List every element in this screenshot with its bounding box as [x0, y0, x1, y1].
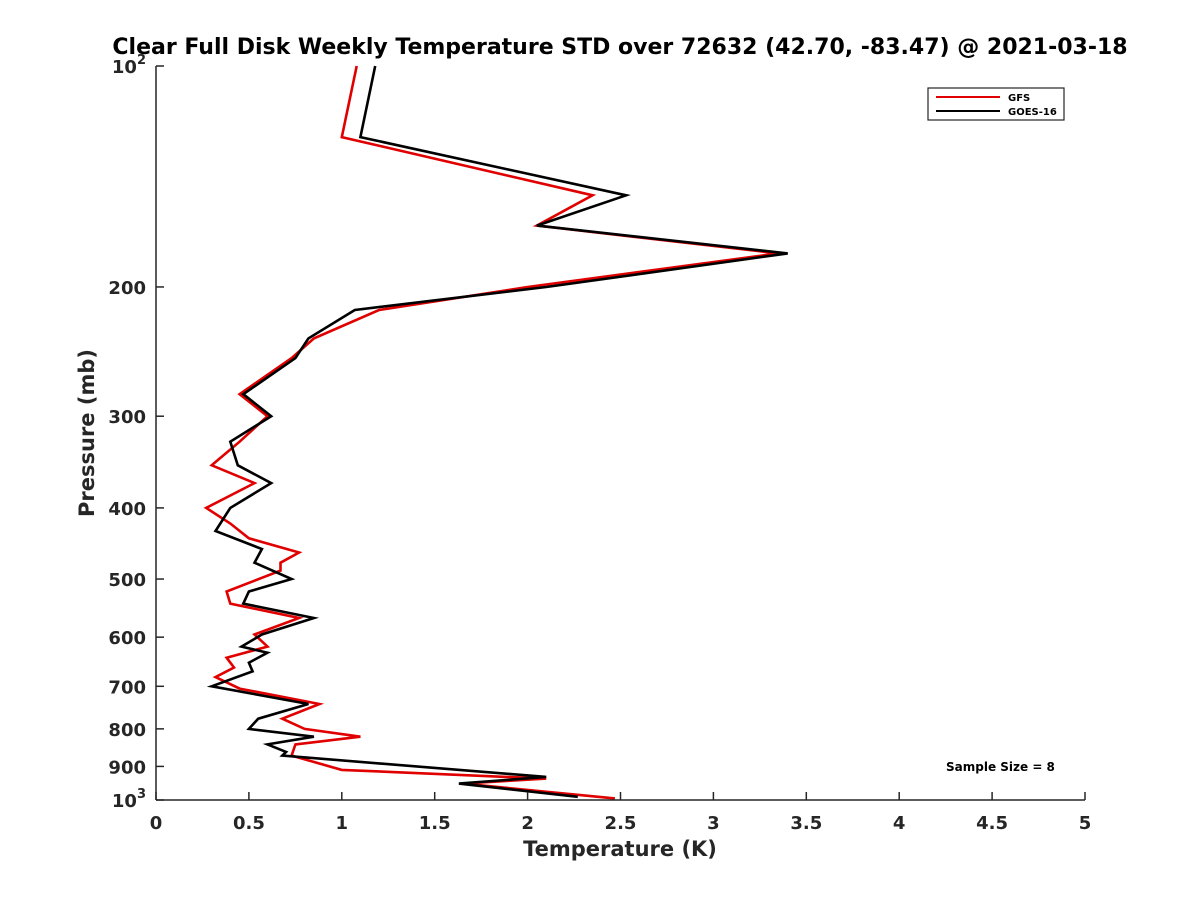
series-layer: [203, 65, 788, 800]
y-tick-label: 103: [112, 787, 146, 812]
x-tick-label: 2.5: [605, 813, 637, 834]
legend-label-goes16: GOES-16: [1008, 107, 1057, 118]
x-tick-label: 3: [707, 813, 720, 834]
plot-area: 0 0.5 1 1.5 2 2.5 3 3.5 4 4.5 5 102 200 300 400 500 600…: [108, 53, 1091, 834]
x-tick-label: 5: [1079, 813, 1092, 834]
sample-size-annotation: Sample Size = 8: [946, 760, 1055, 774]
x-tick-label: 3.5: [790, 813, 822, 834]
y-tick-label: 400: [108, 499, 146, 520]
legend-label-gfs: GFS: [1008, 93, 1030, 104]
chart-title: Clear Full Disk Weekly Temperature STD o…: [112, 35, 1127, 60]
legend-box: [927, 87, 1065, 121]
y-axis-ticks: 102 200 300 400 500 600 700 800 900 103: [108, 53, 164, 812]
x-tick-label: 4: [893, 813, 906, 834]
legend: GFS GOES-16: [927, 87, 1065, 121]
y-tick-label: 600: [108, 628, 146, 649]
y-axis-label: Pressure (mb): [75, 349, 99, 517]
series-line-goes16: [206, 65, 788, 799]
x-tick-label: 2: [521, 813, 534, 834]
y-tick-label: 700: [108, 677, 146, 698]
x-tick-label: 1.5: [419, 813, 451, 834]
x-tick-label: 0.5: [233, 813, 265, 834]
y-tick-label: 900: [108, 757, 146, 778]
x-tick-label: 4.5: [976, 813, 1008, 834]
y-tick-label: 800: [108, 720, 146, 741]
y-tick-label: 102: [112, 53, 146, 78]
x-axis-ticks: 0 0.5 1 1.5 2 2.5 3 3.5 4 4.5 5: [150, 792, 1092, 834]
y-tick-label: 300: [108, 407, 146, 428]
y-tick-label: 500: [108, 570, 146, 591]
x-axis-label: Temperature (K): [523, 837, 717, 861]
y-tick-label: 200: [108, 278, 146, 299]
series-line-gfs: [203, 65, 779, 800]
x-tick-label: 0: [150, 813, 163, 834]
x-tick-label: 1: [336, 813, 349, 834]
